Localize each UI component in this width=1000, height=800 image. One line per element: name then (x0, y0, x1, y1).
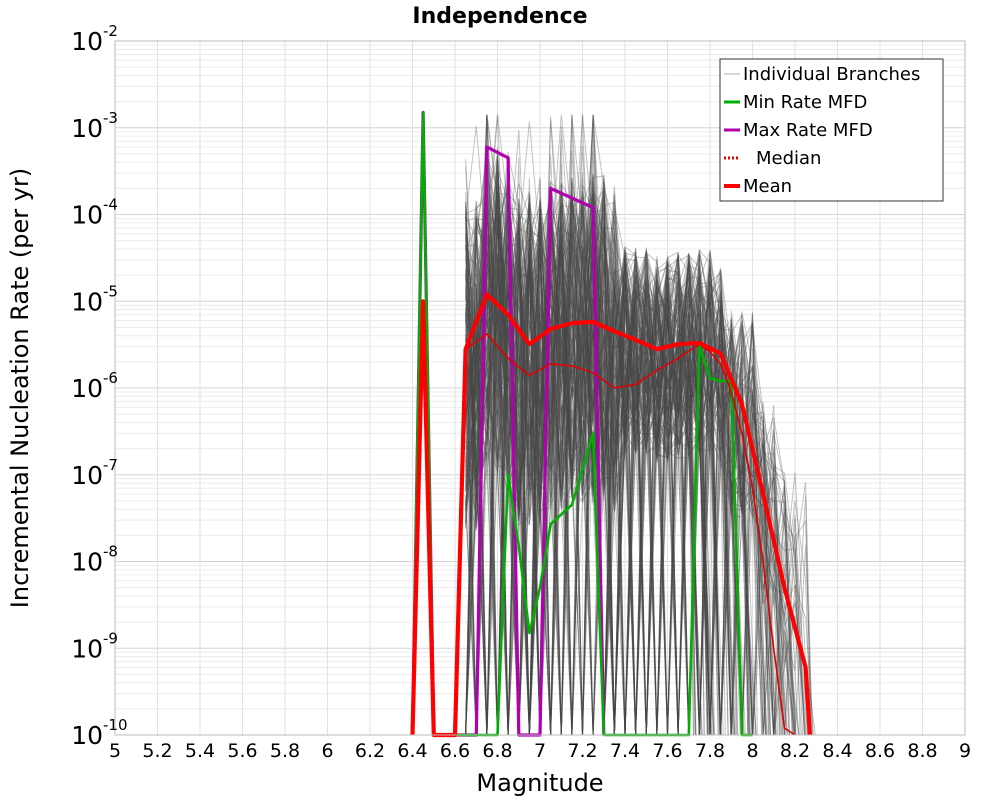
y-tick-base: 10 (71, 548, 103, 577)
x-tick-label: 6.6 (440, 740, 470, 762)
x-tick-label: 8 (746, 740, 758, 762)
x-tick-label: 8.4 (822, 740, 852, 762)
legend-label: Median (756, 148, 821, 169)
x-axis-ticks: 5 5.2 5.4 5.6 5.8 6 6.2 6.4 6.6 6.8 7 7.2 7.4 7.6 7.8 8… (109, 740, 971, 762)
x-tick-label: 6 (321, 740, 333, 762)
x-tick-label: 7.4 (610, 740, 640, 762)
y-tick-label: 10 -4 (71, 196, 118, 230)
x-tick-label: 5.6 (227, 740, 257, 762)
y-tick-base: 10 (71, 634, 103, 663)
legend: Individual Branches Min Rate MFD Max Rate … (720, 59, 943, 201)
y-tick-exponent: -3 (103, 109, 118, 127)
y-tick-base: 10 (71, 114, 103, 143)
y-tick-label: 10 -7 (71, 456, 118, 490)
x-tick-label: 8.2 (780, 740, 810, 762)
y-tick-base: 10 (71, 201, 103, 230)
y-tick-exponent: -9 (103, 629, 118, 647)
y-tick-base: 10 (71, 287, 103, 316)
x-tick-label: 5.8 (270, 740, 300, 762)
y-tick-exponent: -10 (103, 716, 128, 734)
x-tick-label: 6.4 (397, 740, 427, 762)
y-tick-label: 10 -5 (71, 282, 118, 316)
x-tick-label: 6.2 (355, 740, 385, 762)
y-tick-exponent: -2 (103, 22, 118, 40)
y-tick-label: 10 -9 (71, 629, 118, 663)
chart-title: Independence (412, 4, 587, 29)
x-tick-label: 8.8 (907, 740, 937, 762)
y-axis-ticks: 10-210-310-410-510-610-710-810-910-10 (71, 22, 127, 750)
chart: Independence 5 5.2 5.4 5.6 5.8 6 6.2 6.4 6.6 6.8 7… (0, 0, 1000, 800)
legend-label: Mean (743, 176, 792, 197)
y-tick-exponent: -7 (103, 456, 118, 474)
x-tick-label: 7 (534, 740, 546, 762)
legend-label: Individual Branches (743, 64, 920, 85)
legend-label: Min Rate MFD (743, 92, 867, 113)
x-tick-label: 8.6 (865, 740, 895, 762)
x-tick-label: 6.8 (482, 740, 512, 762)
y-tick-label: 10 -2 (71, 22, 118, 56)
y-tick-exponent: -4 (103, 196, 118, 214)
x-tick-label: 5.4 (185, 740, 215, 762)
y-tick-exponent: -6 (103, 369, 118, 387)
x-tick-label: 7.6 (652, 740, 682, 762)
y-tick-label: 10 -8 (71, 543, 118, 577)
legend-label: Max Rate MFD (743, 120, 873, 141)
y-tick-base: 10 (71, 721, 103, 750)
y-tick-base: 10 (71, 374, 103, 403)
y-tick-base: 10 (71, 27, 103, 56)
y-tick-exponent: -5 (103, 282, 118, 300)
x-axis-label: Magnitude (476, 769, 603, 797)
x-tick-label: 5.2 (142, 740, 172, 762)
y-tick-label: 10 -3 (71, 109, 118, 143)
y-tick-base: 10 (71, 461, 103, 490)
x-tick-label: 7.8 (695, 740, 725, 762)
x-tick-label: 7.2 (567, 740, 597, 762)
y-tick-exponent: -8 (103, 543, 118, 561)
y-axis-label: Incremental Nucleation Rate (per yr) (6, 168, 34, 608)
x-tick-label: 5 (109, 740, 121, 762)
y-tick-label: 10 -6 (71, 369, 118, 403)
x-tick-label: 9 (959, 740, 971, 762)
